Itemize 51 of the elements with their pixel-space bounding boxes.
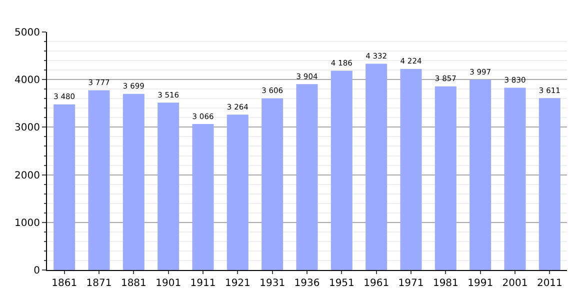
data-label: 3 857 (434, 74, 457, 84)
data-label: 3 830 (504, 75, 526, 84)
data-label: 3 777 (88, 78, 110, 87)
x-tick-label: 2011 (536, 278, 562, 289)
x-tick-label: 1961 (364, 278, 390, 289)
y-tick-label: 0 (34, 266, 40, 276)
data-label: 3 904 (296, 72, 318, 81)
bar (226, 114, 248, 270)
x-tick-label: 1991 (468, 278, 494, 289)
data-label: 4 224 (400, 56, 422, 66)
x-tick-label: 2001 (502, 278, 528, 289)
bar (434, 86, 456, 270)
bar (122, 94, 144, 270)
x-tick-label: 1881 (120, 278, 146, 289)
x-tick-label: 1921 (224, 278, 250, 289)
bar (538, 98, 560, 270)
x-tick-label: 1901 (156, 278, 182, 289)
bar (366, 64, 388, 270)
x-tick-label: 1936 (294, 278, 320, 289)
y-tick-label: 5000 (14, 28, 40, 38)
bar (262, 98, 284, 270)
data-label: 3 516 (158, 90, 180, 100)
x-tick-label: 1981 (432, 278, 458, 289)
bar (470, 80, 492, 270)
data-label: 3 480 (54, 92, 76, 102)
x-tick-label: 1911 (190, 278, 216, 289)
x-tick-label: 1861 (52, 278, 78, 289)
x-tick-label: 1971 (398, 278, 424, 289)
data-label: 3 066 (192, 112, 214, 121)
y-tick-label: 3000 (14, 122, 40, 134)
data-label: 4 186 (330, 58, 353, 68)
bar (400, 68, 422, 270)
x-tick-label: 1951 (328, 278, 354, 289)
x-tick-label: 1931 (260, 278, 286, 289)
data-label: 3 611 (538, 86, 561, 95)
data-label: 4 332 (366, 52, 388, 61)
bar (88, 90, 110, 270)
bar (158, 102, 180, 270)
data-label: 3 997 (470, 67, 492, 76)
bar (330, 70, 352, 270)
data-label: 3 606 (262, 86, 284, 96)
y-tick-label: 2000 (14, 170, 40, 182)
bar (296, 84, 318, 270)
y-tick-label: 4000 (14, 75, 40, 86)
bar (54, 104, 76, 270)
y-tick-label: 1000 (14, 218, 40, 229)
x-tick-label: 1871 (86, 278, 112, 289)
data-label: 3 699 (122, 82, 145, 91)
data-label: 3 264 (226, 102, 249, 112)
bar (504, 88, 526, 270)
bar (192, 124, 214, 270)
